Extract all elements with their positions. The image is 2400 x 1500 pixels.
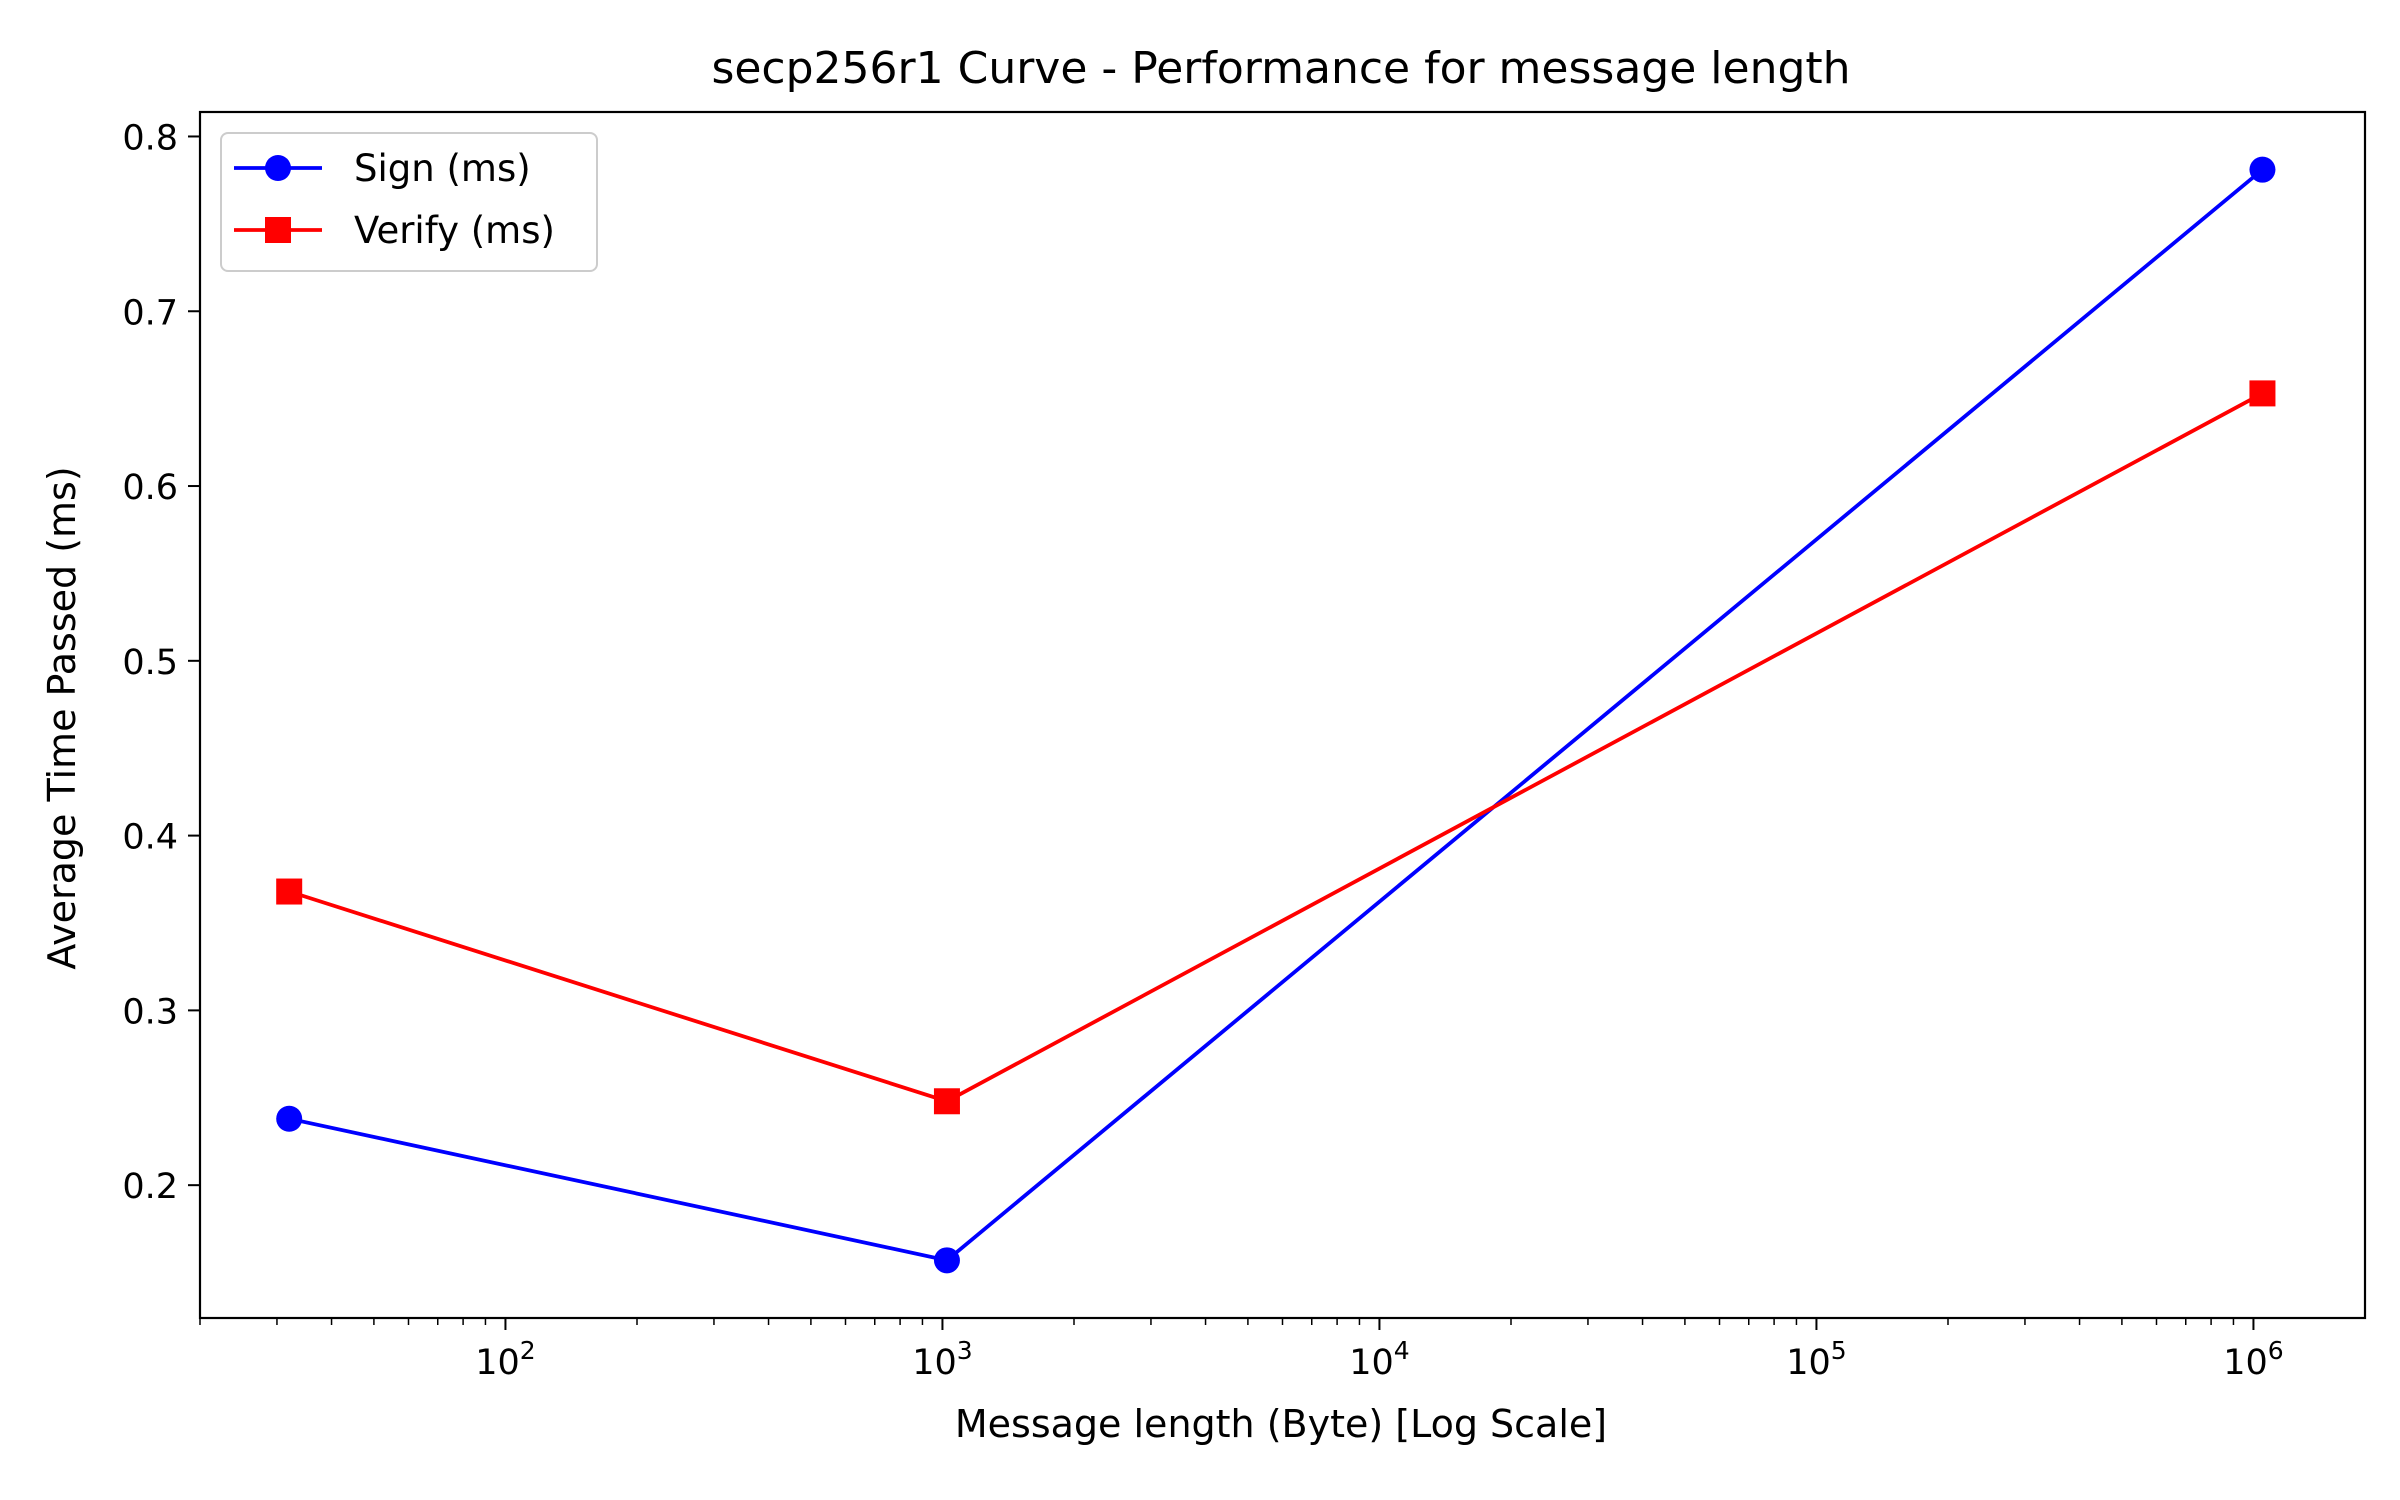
data-point (933, 1088, 960, 1115)
x-tick-label: 106 (2223, 1336, 2283, 1383)
data-point (2249, 156, 2276, 183)
y-tick-label: 0.3 (122, 992, 178, 1032)
legend-marker (265, 155, 291, 181)
x-tick-label: 105 (1786, 1336, 1846, 1383)
x-tick-label: 104 (1349, 1336, 1409, 1383)
x-tick-label: 103 (912, 1336, 972, 1383)
y-tick-label: 0.2 (122, 1167, 178, 1207)
data-point (276, 1105, 303, 1132)
y-tick-label: 0.7 (122, 293, 178, 333)
legend: Sign (ms) Verify (ms) (220, 132, 598, 272)
data-point (276, 878, 303, 905)
y-tick-label: 0.6 (122, 468, 178, 508)
x-tick-label: 102 (475, 1336, 535, 1383)
legend-label: Verify (ms) (354, 209, 555, 252)
data-point (933, 1247, 960, 1274)
data-point (2249, 380, 2276, 407)
y-tick-label: 0.8 (122, 118, 178, 158)
legend-label: Sign (ms) (354, 147, 531, 190)
chart-title: secp256r1 Curve - Performance for messag… (711, 43, 1850, 94)
y-axis-label: Average Time Passed (ms) (40, 466, 84, 969)
y-tick-label: 0.4 (122, 818, 178, 858)
plot-area: 0.2 0.3 0.4 0.5 0.6 0.7 0.8 102 103 104 105 106 (122, 110, 2367, 1383)
x-axis-label: Message length (Byte) [Log Scale] (955, 1402, 1607, 1446)
legend-marker (265, 217, 291, 243)
y-tick-label: 0.5 (122, 643, 178, 683)
